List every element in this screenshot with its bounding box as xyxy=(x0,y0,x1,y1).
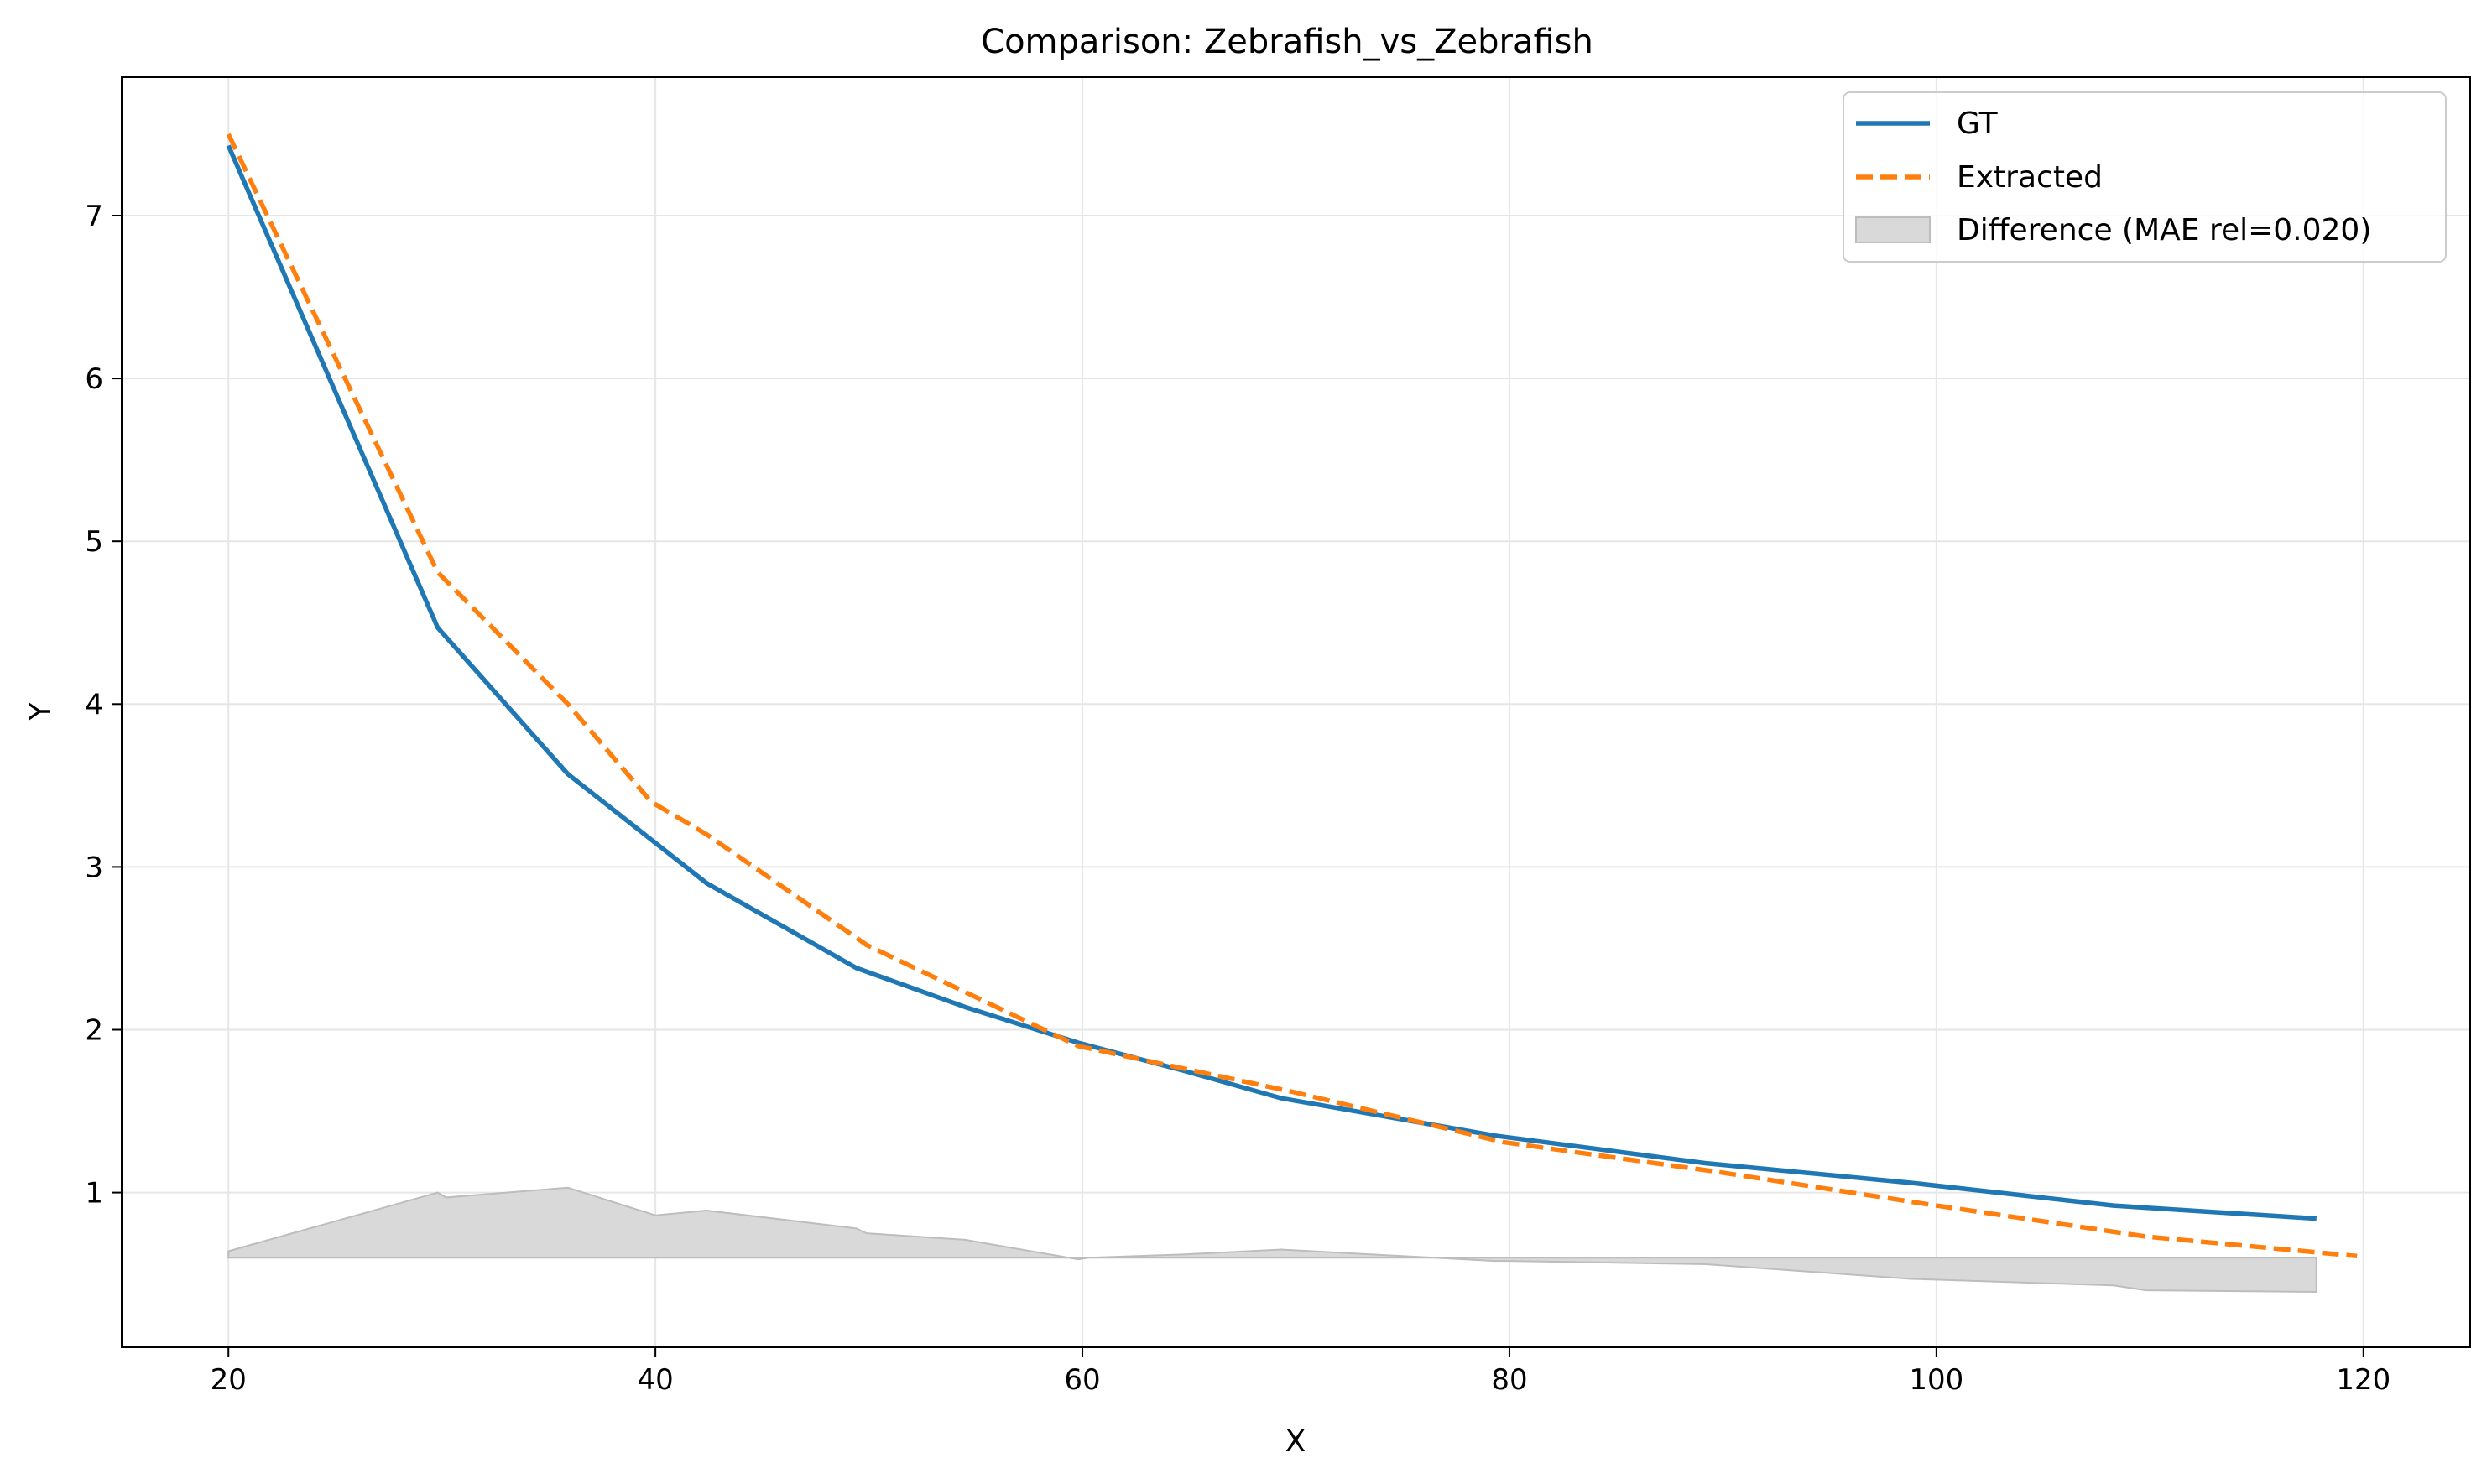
y-tick-label: 5 xyxy=(85,525,103,559)
extracted-line xyxy=(226,133,2358,1259)
legend-label: Difference (MAE rel=0.020) xyxy=(1957,213,2371,247)
chart-title: Comparison: Zebrafish_vs_Zebrafish xyxy=(981,23,1593,61)
legend-label: GT xyxy=(1957,107,1999,141)
x-tick-label: 20 xyxy=(211,1363,247,1397)
x-tick-label: 100 xyxy=(1909,1363,1963,1397)
y-tick-label: 6 xyxy=(85,362,103,396)
x-axis-label: X xyxy=(1285,1424,1306,1459)
y-tick-label: 3 xyxy=(85,851,103,884)
x-tick-label: 60 xyxy=(1064,1363,1100,1397)
y-tick-label: 1 xyxy=(85,1177,103,1211)
tick-layer: 20 40 60 80 100 120 1 2 3 4 5 6 7 xyxy=(85,200,2390,1397)
legend-box xyxy=(1843,91,2447,263)
y-axis-label: Y xyxy=(23,701,58,721)
x-tick-label: 80 xyxy=(1491,1363,1527,1397)
x-tick-label: 40 xyxy=(638,1363,674,1397)
difference-fill-layer xyxy=(227,1186,2317,1294)
legend-label: Extracted xyxy=(1957,160,2103,195)
grid-layer xyxy=(122,77,2470,1347)
legend: GT Extracted Difference (MAE rel=0.020) xyxy=(1843,91,2447,263)
y-tick-label: 4 xyxy=(85,688,103,721)
y-tick-label: 7 xyxy=(85,200,103,233)
y-tick-label: 2 xyxy=(85,1014,103,1048)
x-tick-label: 120 xyxy=(2336,1363,2390,1397)
difference-area xyxy=(227,1186,2317,1294)
legend-swatch-difference xyxy=(1855,216,1931,243)
series-line-layer xyxy=(226,133,2358,1259)
plot-frame xyxy=(121,76,2471,1348)
